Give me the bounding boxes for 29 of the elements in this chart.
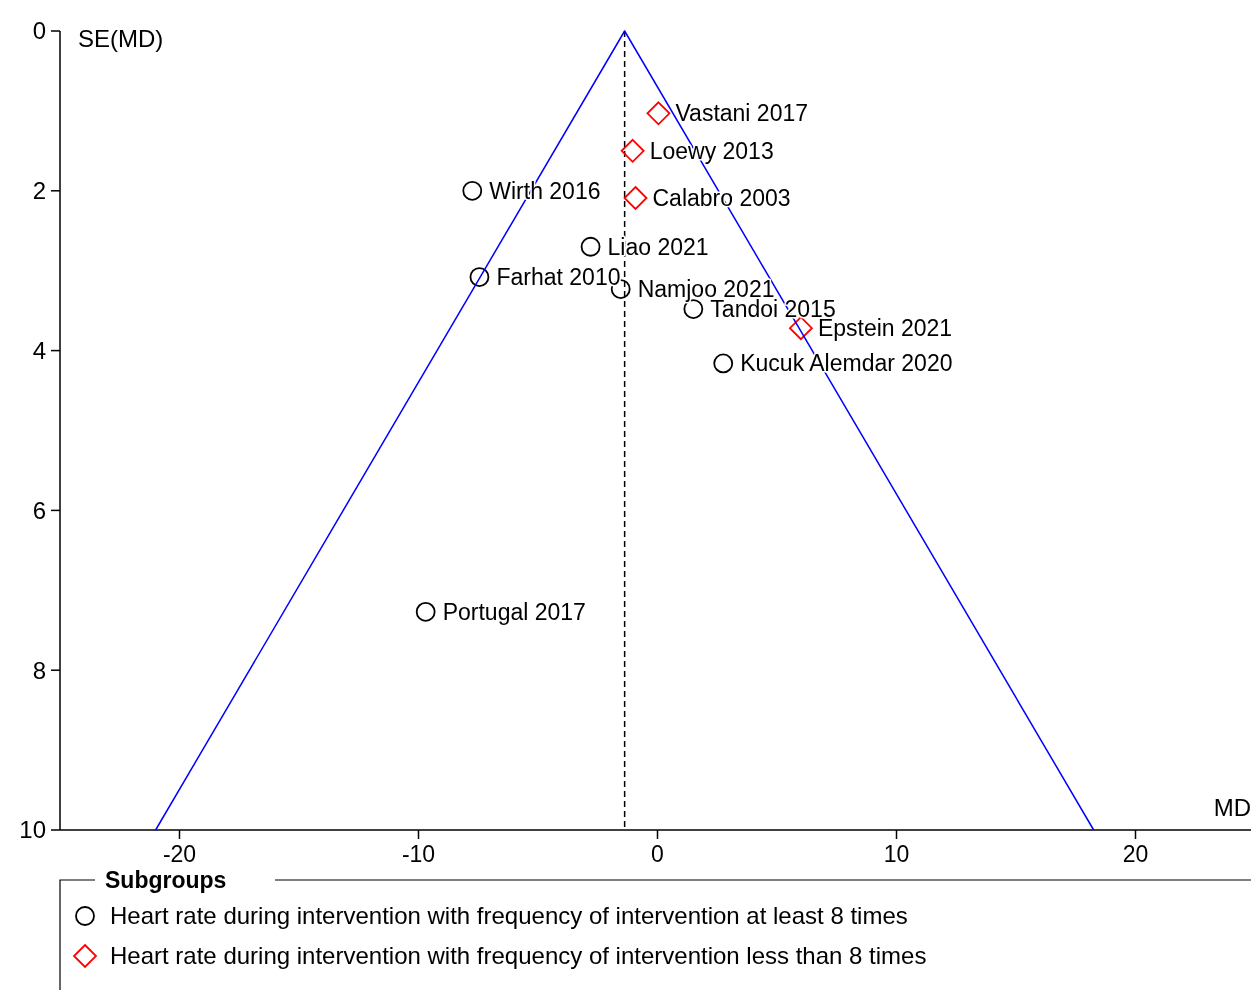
y-tick-label: 6 xyxy=(32,496,46,524)
x-axis-title: MD xyxy=(1213,794,1251,821)
legend-label: Heart rate during intervention with frequency of intervention less than 8 times xyxy=(110,942,927,970)
y-tick-label: 2 xyxy=(32,177,46,205)
point xyxy=(623,186,648,210)
x-tick-label: 10 xyxy=(883,841,910,867)
y-tick-label: 8 xyxy=(32,656,46,684)
y-tick-label: 0 xyxy=(32,17,46,45)
annotation: Farhat 2010 xyxy=(496,264,621,291)
x-tick-label: -10 xyxy=(401,841,436,867)
annotation: Portugal 2017 xyxy=(442,598,586,625)
y-tick-label: 4 xyxy=(32,337,46,364)
point xyxy=(713,353,734,374)
point xyxy=(646,101,671,126)
annotation: Vastani 2017 xyxy=(675,100,809,127)
x-tick-label: 0 xyxy=(651,841,664,867)
y-tick-label: 10 xyxy=(19,816,46,844)
y-axis-title: SE(MD) xyxy=(78,25,164,52)
point xyxy=(469,267,490,287)
point xyxy=(462,180,483,201)
point xyxy=(415,601,436,622)
point xyxy=(620,138,645,163)
x-tick-label: -20 xyxy=(162,841,197,867)
point xyxy=(580,236,601,257)
legend-title: Subgroups xyxy=(105,867,227,894)
x-tick-label: 20 xyxy=(1122,841,1149,867)
point xyxy=(789,316,813,341)
annotation: Liao 2021 xyxy=(607,233,709,260)
legend-label: Heart rate during intervention with frequency of intervention at least 8 times xyxy=(110,902,908,930)
